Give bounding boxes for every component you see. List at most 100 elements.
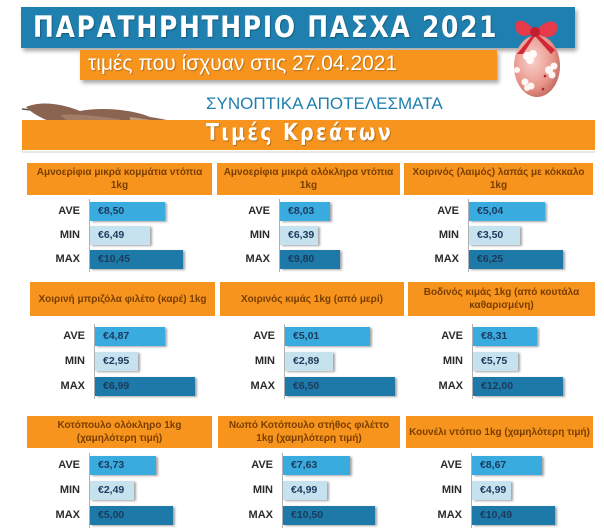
bar-min: €2,95 [95, 352, 138, 371]
bar-category-label: MAX [55, 253, 80, 265]
bar-value-label: €10,49 [480, 509, 513, 521]
panel-title: Αμνοερίφια μικρά κομμάτια ντόπια 1kg [27, 163, 212, 195]
bar-value-label: €9,80 [288, 253, 315, 265]
bar-value-label: €6,99 [103, 380, 130, 392]
bar-min: €2,89 [285, 352, 333, 371]
bar-value-label: €5,75 [481, 355, 508, 367]
bar-min: €6,39 [280, 226, 318, 245]
bar-value-label: €2,89 [293, 355, 320, 367]
bar-value-label: €8,31 [481, 330, 508, 342]
bar-category-label: AVE [63, 330, 85, 342]
bar-value-label: €8,67 [480, 459, 507, 471]
bar-value-label: €6,49 [98, 229, 125, 241]
panel-title-text: Βοδινός κιμάς 1kg (από κουτάλα καθαρισμέ… [423, 287, 580, 311]
bar-category-label: MIN [441, 484, 462, 496]
panel-title: Χοιρινή μπριζόλα φιλέτο (καρέ) 1kg [30, 282, 215, 316]
bar-value-label: €5,04 [477, 205, 504, 217]
bar-category-label: AVE [248, 205, 270, 217]
subtitle-banner: τιμές που ίσχυαν στις 27.04.2021 [80, 50, 497, 80]
panel-title-text: Χοιρινός (λαιμός) λαπάς με κόκκαλο 1kg [412, 167, 585, 191]
bar-category-label: MIN [442, 355, 463, 367]
bar-ave: €4,87 [95, 327, 165, 346]
bar-category-label: MAX [248, 509, 273, 521]
bar-category-label: AVE [251, 459, 273, 471]
page-title: ΠΑΡΑΤΗΡΗΤΗΡΙΟ ΠΑΣΧΑ 2021 [33, 10, 499, 44]
panel-title: Κοτόπουλο ολόκληρο 1kg (χαμηλότερη τιμή) [27, 416, 212, 448]
bar-max: €6,25 [469, 250, 563, 269]
bar-value-label: €3,73 [98, 459, 125, 471]
page-subtitle: τιμές που ίσχυαν στις 27.04.2021 [88, 52, 398, 75]
bar-category-label: AVE [58, 459, 80, 471]
panel-title-text: Χοιρινός κιμάς 1kg (από μερί) [241, 293, 383, 305]
bar-max: €6,99 [95, 377, 195, 396]
bar-min: €5,75 [473, 352, 518, 371]
bar-category-label: AVE [58, 205, 80, 217]
bar-category-label: MIN [59, 484, 80, 496]
chart-axis [284, 324, 285, 399]
bar-category-label: MAX [438, 380, 463, 392]
panel-title-text: Αμνοερίφια μικρά ολόκληρα ντόπια 1kg [223, 167, 394, 191]
bar-category-label: MAX [55, 509, 80, 521]
bar-category-label: MIN [254, 355, 275, 367]
bar-value-label: €8,03 [288, 205, 315, 217]
bar-value-label: €10,45 [98, 253, 131, 265]
chart-axis [89, 199, 90, 272]
chart-axis [468, 199, 469, 272]
bar-max: €12,00 [473, 377, 563, 396]
bar-category-label: MAX [437, 509, 462, 521]
summary-heading: ΣΥΝΟΠΤΙΚΑ ΑΠΟΤΕΛΕΣΜΑΤΑ [206, 94, 443, 113]
bar-value-label: €4,99 [480, 484, 507, 496]
panel-title-text: Νωπό Κοτόπουλο στήθος φιλέττο 1kg (χαμηλ… [228, 420, 390, 444]
bar-value-label: €12,00 [481, 380, 514, 392]
title-banner: ΠΑΡΑΤΗΡΗΤΗΡΙΟ ΠΑΣΧΑ 2021 [21, 7, 575, 48]
bar-value-label: €7,63 [291, 459, 318, 471]
panel-title: Αμνοερίφια μικρά ολόκληρα ντόπια 1kg [217, 163, 400, 195]
bar-max: €6,50 [285, 377, 395, 396]
chart-axis [282, 453, 283, 528]
bar-ave: €8,31 [473, 327, 537, 346]
bar-category-label: AVE [440, 459, 462, 471]
bar-min: €4,99 [283, 481, 327, 500]
bar-ave: €5,04 [469, 202, 545, 221]
bar-min: €2,49 [90, 481, 134, 500]
bar-category-label: AVE [441, 330, 463, 342]
bar-ave: €8,67 [472, 456, 542, 475]
chart-axis [94, 324, 95, 399]
chart-axis [279, 199, 280, 272]
easter-egg-icon [505, 4, 565, 100]
panel-title-text: Χοιρινή μπριζόλα φιλέτο (καρέ) 1kg [38, 293, 207, 305]
chart-axis [89, 453, 90, 528]
bar-category-label: MAX [60, 380, 85, 392]
bar-max: €9,80 [280, 250, 340, 269]
panel-title: Κουνέλι ντόπιο 1kg (χαμηλότερη τιμή) [406, 416, 593, 448]
bar-value-label: €6,25 [477, 253, 504, 265]
bar-min: €3,50 [469, 226, 520, 245]
bar-category-label: MAX [434, 253, 459, 265]
bar-category-label: MIN [59, 229, 80, 241]
bar-value-label: €2,95 [103, 355, 130, 367]
chart-axis [472, 324, 473, 399]
bar-value-label: €2,49 [98, 484, 125, 496]
bar-ave: €8,03 [280, 202, 330, 221]
bar-ave: €5,01 [285, 327, 370, 346]
panel-title: Χοιρινός (λαιμός) λαπάς με κόκκαλο 1kg [404, 163, 593, 195]
bar-value-label: €4,87 [103, 330, 130, 342]
section-title: Τιμές Κρεάτων [206, 120, 394, 146]
bar-value-label: €6,39 [288, 229, 315, 241]
bar-category-label: MAX [250, 380, 275, 392]
panel-title-text: Κουνέλι ντόπιο 1kg (χαμηλότερη τιμή) [409, 426, 590, 438]
bar-category-label: MIN [249, 229, 270, 241]
bar-ave: €3,73 [90, 456, 156, 475]
bar-category-label: MAX [245, 253, 270, 265]
panel-title-text: Αμνοερίφια μικρά κομμάτια ντόπια 1kg [36, 167, 203, 191]
bar-max: €10,45 [90, 250, 183, 269]
bar-ave: €8,50 [90, 202, 165, 221]
panel-title: Βοδινός κιμάς 1kg (από κουτάλα καθαρισμέ… [408, 282, 595, 316]
bar-max: €10,49 [472, 506, 555, 525]
bar-max: €10,50 [283, 506, 375, 525]
section-bar: Τιμές Κρεάτων [22, 120, 595, 150]
bar-category-label: MIN [438, 229, 459, 241]
bar-min: €4,99 [472, 481, 511, 500]
bar-value-label: €4,99 [291, 484, 318, 496]
bar-value-label: €10,50 [291, 509, 324, 521]
